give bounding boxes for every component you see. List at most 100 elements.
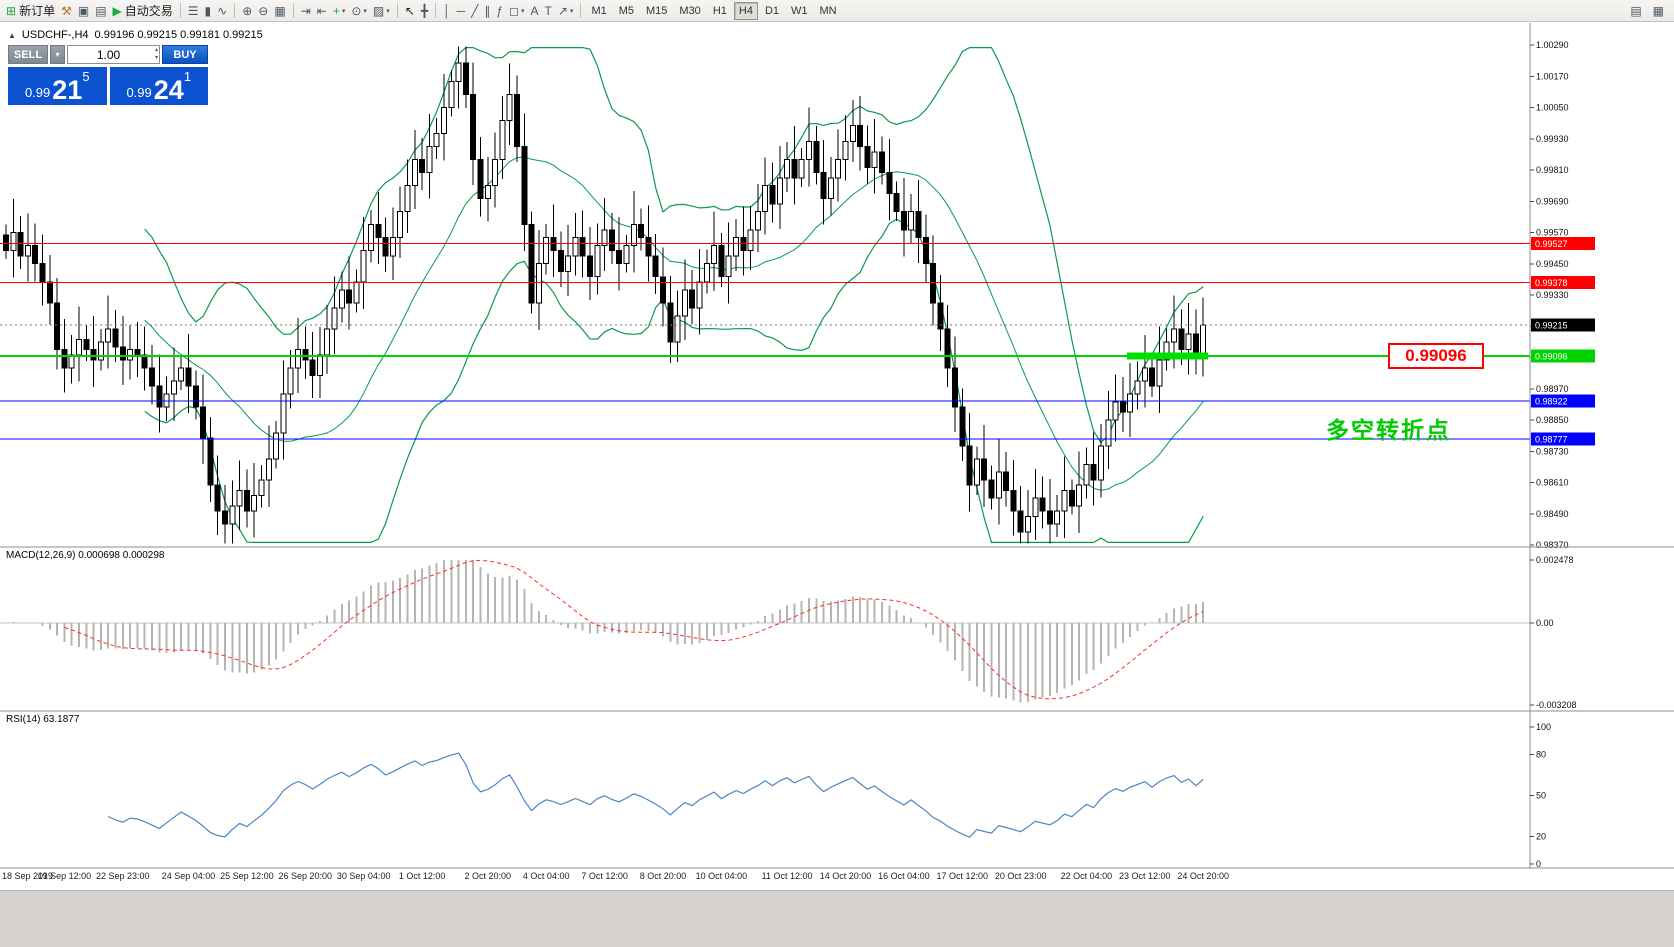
candle-body [236,489,243,507]
time-axis-label: 10 Oct 04:00 [696,871,748,881]
timeframe-d1[interactable]: D1 [764,4,779,17]
candle-body [368,224,374,252]
candle-body [535,263,542,304]
time-axis-label: 8 Oct 20:00 [640,871,687,881]
timeframe-m15[interactable]: M15 [646,4,668,17]
price-chart-canvas[interactable]: 1.00290 1.00170 1.00050 0.99930 0.99810 0.996… [0,23,1674,890]
zoom-in-icon[interactable]: ⊕ [239,2,255,20]
candle-body [937,302,944,330]
sell-button[interactable]: SELL [8,45,48,64]
charts-window-icon[interactable]: ▣ [75,2,92,20]
candle-body [433,133,440,147]
arrows-icon-caret[interactable]: ▾ [569,7,574,15]
text-icon[interactable]: A [528,2,542,20]
vertical-line-icon[interactable]: │ [440,2,454,20]
tile-windows-icon[interactable]: ▦ [271,2,288,20]
timeframe-h1[interactable]: H1 [712,4,727,17]
trendline-icon[interactable]: ╱ [468,2,481,20]
candle-body [295,349,301,369]
candle-body [455,62,462,82]
periods-icon-caret[interactable]: ▾ [363,7,367,15]
text-label-icon[interactable]: T [542,2,555,20]
price-tag-label: 0.98922 [1535,397,1568,407]
timeframe-m1[interactable]: M1 [591,4,607,17]
volume-spinner[interactable]: ▴ ▾ [155,46,158,62]
bar-chart-icon[interactable]: ☰ [185,2,202,20]
candle-body [915,211,922,239]
buy-price-display[interactable]: 0.99 24 1 [109,67,208,105]
buy-button[interactable]: BUY [162,45,208,64]
new-order-icon[interactable]: ⊞ 新订单 [3,2,58,20]
candle-body [1105,419,1112,447]
candle-body [287,367,294,395]
mql-wizard-icon[interactable]: ⚒ [58,2,75,20]
timeframe-h4[interactable]: H4 [733,1,758,20]
indicators-icon[interactable]: + ▾ [330,2,349,20]
candle-body [462,62,469,95]
fibonacci-icon[interactable]: ƒ [493,2,506,20]
candle-body [470,94,477,161]
candle-body [813,140,820,174]
zoom-out-icon-glyph: ⊖ [258,3,269,18]
timeframe-m30[interactable]: M30 [679,4,701,17]
shapes-icon-caret[interactable]: ▾ [520,7,525,15]
autotrading-button-glyph: ▶ [112,3,122,18]
cursor-icon-glyph: ↖ [404,3,415,18]
periods-icon[interactable]: ⊙ ▾ [348,2,370,20]
candle-body [492,159,499,187]
candle-body [477,159,484,200]
price-tag-label: 0.98777 [1535,435,1568,445]
turning-point-annotation[interactable]: 多空转折点 [1326,417,1451,443]
candle-body [229,505,236,525]
timeframe-m5[interactable]: M5 [618,4,634,17]
time-axis-label: 30 Sep 04:00 [337,871,391,881]
candle-body [645,237,652,257]
sell-price-display[interactable]: 0.99 21 5 [8,67,107,105]
time-axis-label: 2 Oct 20:00 [465,871,512,881]
arrows-icon-glyph: ↗ [557,3,568,18]
candlestick-chart-icon[interactable]: ▮ [202,2,215,20]
candle-body [97,341,104,361]
indicators-icon-caret[interactable]: ▾ [341,7,346,15]
arrows-icon[interactable]: ↗ ▾ [555,2,577,20]
channel-icon[interactable]: ∥ [481,2,493,20]
time-axis-label: 25 Sep 12:00 [220,871,274,881]
zoom-out-icon[interactable]: ⊖ [255,2,271,20]
candle-body [930,263,937,304]
candle-body [170,380,177,395]
time-axis-label: 14 Oct 20:00 [820,871,872,881]
candle-body [411,159,418,187]
cursor-icon[interactable]: ↖ [402,2,418,20]
crosshair-icon[interactable]: ╋ [418,2,431,20]
price-axis-label: 0.98730 [1536,446,1569,456]
timeframe-mn[interactable]: MN [819,4,837,17]
templates-icon[interactable]: ▨ ▾ [370,2,393,20]
new-window-icon[interactable]: ▤ [1627,2,1644,20]
profiles-icon[interactable]: ▤ [92,2,109,20]
profiles-icon-glyph: ▤ [95,3,107,18]
volume-input[interactable] [67,45,160,64]
candle-body [623,245,630,265]
candle-body [1141,367,1148,382]
chart-shift-icon[interactable]: ⇤ [314,2,330,20]
candle-body [820,172,827,200]
horizontal-line-icon[interactable]: ─ [454,2,469,20]
shapes-icon[interactable]: ◻ ▾ [506,2,527,20]
price-callout-box[interactable]: 0.99096 [1388,343,1484,369]
candle-body [981,458,988,481]
toolbar-separator [396,3,398,18]
window-list-icon[interactable]: ▦ [1650,2,1667,20]
highlight-segment[interactable] [1127,352,1209,360]
candle-body [616,250,623,265]
auto-scroll-icon[interactable]: ⇥ [298,2,314,20]
timeframe-w1[interactable]: W1 [791,4,808,17]
candle-body [1054,510,1061,525]
price-axis-label: 0.98610 [1536,478,1569,488]
autotrading-button[interactable]: ▶ 自动交易 [110,2,176,20]
templates-icon-caret[interactable]: ▾ [386,7,390,15]
candle-body [900,211,907,231]
sell-dropdown-button[interactable]: ▾ [50,45,65,64]
line-chart-icon[interactable]: ∿ [214,2,230,20]
candle-body [149,367,155,387]
candle-body [243,489,250,512]
